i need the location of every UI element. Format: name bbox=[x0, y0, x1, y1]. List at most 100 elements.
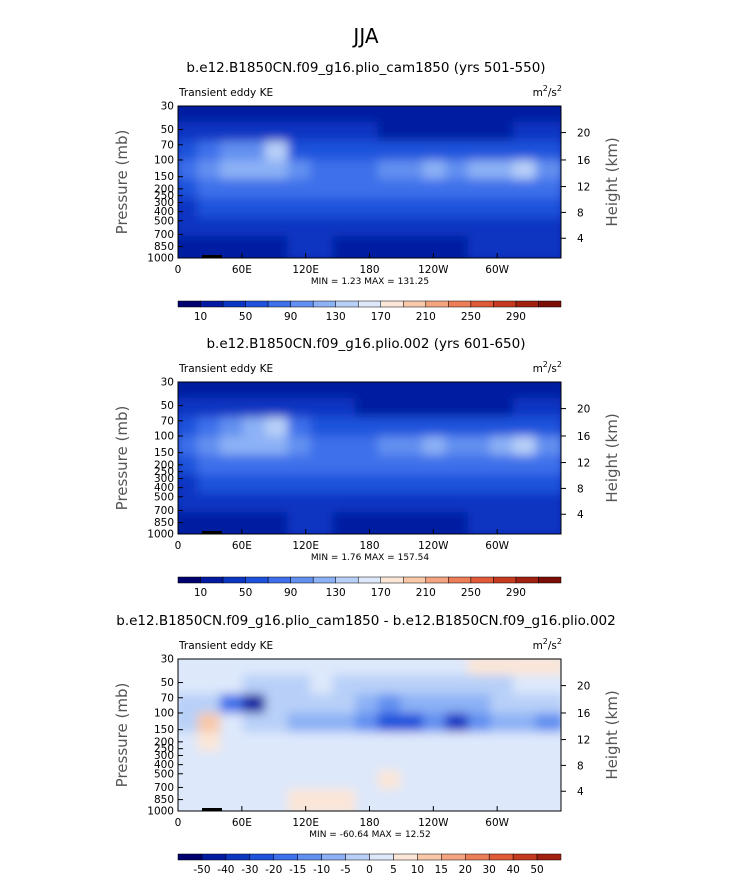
x-tick-label: 60E bbox=[232, 540, 252, 552]
field-cell bbox=[220, 512, 249, 534]
field-cell bbox=[310, 512, 339, 534]
y-axis-label: Pressure (mb) bbox=[113, 683, 131, 788]
colorbar-box bbox=[393, 853, 418, 861]
colorbar-box bbox=[321, 853, 346, 861]
y2-axis-label: Height (km) bbox=[603, 690, 621, 779]
y-tick-label: 500 bbox=[154, 215, 174, 227]
colorbar-box bbox=[290, 300, 314, 308]
colorbar-box bbox=[245, 300, 269, 308]
colorbar-label: 5 bbox=[390, 864, 397, 876]
y2-tick-label: 20 bbox=[577, 404, 590, 416]
y-tick-label: 1000 bbox=[147, 806, 174, 818]
min-max-stats: MIN = 1.23 MAX = 131.25 bbox=[311, 277, 429, 287]
units-part: 2 bbox=[557, 637, 562, 646]
y-tick-label: 700 bbox=[154, 229, 174, 241]
colorbar-label: 170 bbox=[371, 311, 391, 323]
field-cell bbox=[422, 236, 452, 258]
colorbar-box bbox=[403, 576, 427, 584]
colorbar-label: 15 bbox=[435, 864, 448, 876]
colorbar: -50 -40 -30 -20 -15 -10 -5 0 5 10 15 20 30 40 50 bbox=[177, 853, 562, 876]
field-cell bbox=[197, 236, 227, 258]
units-part: /s bbox=[548, 87, 557, 99]
y-tick-label: 100 bbox=[154, 430, 174, 442]
field-cell bbox=[512, 236, 542, 258]
y2-axis-label: Height (km) bbox=[603, 413, 621, 502]
y-tick-label: 850 bbox=[154, 517, 174, 529]
field-cell bbox=[220, 789, 249, 811]
units-part: 2 bbox=[543, 84, 548, 93]
colorbar-label: 30 bbox=[483, 864, 496, 876]
colorbar-label: -15 bbox=[289, 864, 306, 876]
y-tick-label: 500 bbox=[154, 491, 174, 503]
colorbar-label: -10 bbox=[313, 864, 330, 876]
colorbar-label: 10 bbox=[194, 311, 207, 323]
colorbar-box bbox=[425, 300, 449, 308]
colorbar-label: 130 bbox=[326, 311, 346, 323]
y-axis-label: Pressure (mb) bbox=[113, 130, 131, 235]
stat-label: MAX = bbox=[369, 830, 402, 840]
field-cell bbox=[490, 789, 519, 811]
field-cell bbox=[422, 512, 452, 534]
colorbar-label: 50 bbox=[239, 587, 252, 599]
field-cell bbox=[265, 789, 294, 811]
field-cell bbox=[467, 236, 497, 258]
topography bbox=[202, 255, 222, 258]
panel-3: b.e12.B1850CN.f09_g16.plio_cam1850 - b.e… bbox=[113, 613, 621, 876]
y-tick-label: 200 bbox=[154, 183, 174, 195]
colorbar-box bbox=[200, 300, 224, 308]
contour-field bbox=[178, 382, 561, 534]
y2-tick-label: 20 bbox=[577, 681, 590, 693]
colorbar-label: 250 bbox=[461, 311, 481, 323]
units-part: 2 bbox=[557, 84, 562, 93]
units-part: m bbox=[533, 640, 543, 652]
colorbar-label: 20 bbox=[459, 864, 472, 876]
field-cell bbox=[265, 512, 294, 534]
colorbar-box bbox=[448, 300, 472, 308]
units-label: m2/s2 bbox=[533, 84, 562, 99]
y-tick-label: 1000 bbox=[147, 529, 174, 541]
y-tick-label: 400 bbox=[154, 206, 174, 218]
y-tick-label: 200 bbox=[154, 736, 174, 748]
colorbar-box bbox=[345, 853, 370, 861]
colorbar-box bbox=[249, 853, 274, 861]
colorbar-box bbox=[267, 576, 291, 584]
field-label: Transient eddy KE bbox=[178, 363, 273, 375]
panels: b.e12.B1850CN.f09_g16.plio_cam1850 (yrs … bbox=[113, 60, 621, 876]
y2-tick-label: 8 bbox=[577, 207, 584, 219]
panel-title: b.e12.B1850CN.f09_g16.plio.002 (yrs 601-… bbox=[206, 336, 525, 352]
x-tick-label: 120W bbox=[418, 817, 449, 829]
y-tick-label: 150 bbox=[154, 171, 174, 183]
x-tick-label: 120E bbox=[292, 264, 319, 276]
colorbar-label: -5 bbox=[340, 864, 350, 876]
topography bbox=[202, 531, 222, 534]
panel-title: b.e12.B1850CN.f09_g16.plio_cam1850 - b.e… bbox=[116, 613, 615, 629]
colorbar-label: 40 bbox=[506, 864, 519, 876]
field-cell bbox=[332, 789, 362, 811]
y-tick-label: 250 bbox=[154, 743, 174, 755]
colorbar-label: 50 bbox=[239, 311, 252, 323]
colorbar-box bbox=[201, 853, 227, 861]
y-axis-label: Pressure (mb) bbox=[113, 406, 131, 511]
colorbar-box bbox=[297, 853, 322, 861]
y2-axis-label: Height (km) bbox=[603, 137, 621, 226]
y-tick-label: 300 bbox=[154, 750, 174, 762]
colorbar-box bbox=[425, 576, 449, 584]
y2-tick-label: 12 bbox=[577, 182, 590, 194]
field-cell bbox=[355, 236, 384, 258]
colorbar-box bbox=[493, 300, 517, 308]
colorbar-box bbox=[177, 853, 203, 861]
field-cell bbox=[310, 789, 339, 811]
contour-field bbox=[178, 106, 561, 258]
y-tick-label: 850 bbox=[154, 241, 174, 253]
y2-tick-label: 16 bbox=[577, 155, 591, 167]
x-tick-label: 0 bbox=[175, 540, 182, 552]
field-cell bbox=[512, 512, 542, 534]
x-tick-label: 60W bbox=[485, 264, 509, 276]
x-tick-label: 60W bbox=[485, 540, 509, 552]
colorbar-box bbox=[177, 300, 201, 308]
colorbar-label: -30 bbox=[241, 864, 258, 876]
field-cell bbox=[242, 236, 272, 258]
y2-tick-label: 12 bbox=[577, 735, 590, 747]
min-max-stats: MIN = -60.64 MAX = 12.52 bbox=[309, 830, 430, 840]
units-part: /s bbox=[548, 363, 557, 375]
